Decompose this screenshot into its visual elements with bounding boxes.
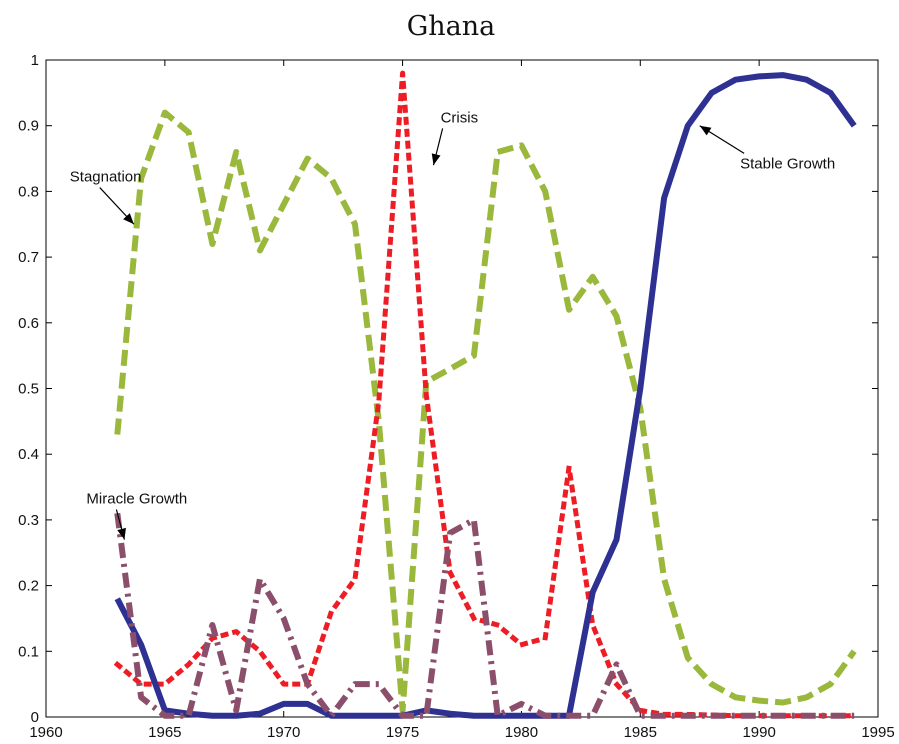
annotation-arrowhead (699, 125, 712, 136)
series-line-stagnation (114, 109, 857, 714)
y-tick-label: 0.9 (18, 118, 39, 135)
y-tick-label: 0.4 (18, 446, 39, 463)
x-tick-label: 1990 (742, 724, 775, 741)
x-tick-label: 1970 (267, 724, 300, 741)
annotation-arrowhead (117, 527, 126, 540)
series-line-miracle-growth (114, 512, 855, 719)
series-group (113, 70, 857, 719)
chart-title: Ghana (407, 11, 496, 42)
x-tick-label: 1980 (505, 724, 538, 741)
annotation-arrowhead (123, 213, 134, 225)
y-tick-label: 0.6 (18, 315, 39, 332)
axis-ticks: 1960 1965 1970 1975 1980 1985 1990 1995 0 0.1 0.2 0… (18, 52, 895, 741)
y-tick-label: 1 (31, 52, 39, 69)
x-tick-label: 1995 (861, 724, 894, 741)
y-tick-label: 0.5 (18, 381, 39, 398)
annotation-arrowhead (431, 153, 441, 166)
x-tick-label: 1985 (624, 724, 657, 741)
y-tick-label: 0.8 (18, 183, 39, 200)
series-line-stable-growth (114, 72, 857, 719)
x-tick-label: 1960 (29, 724, 62, 741)
annotations-group: Stagnation Crisis Stable Growth Miracle Gro… (70, 109, 835, 540)
y-tick-label: 0 (31, 709, 39, 726)
y-tick-label: 0.2 (18, 578, 39, 595)
y-tick-label: 0.3 (18, 512, 39, 529)
y-tick-label: 0.7 (18, 249, 39, 266)
y-tick-label: 0.1 (18, 643, 39, 660)
annotation-label: Crisis (441, 109, 479, 126)
annotation-label: Miracle Growth (86, 490, 187, 507)
x-tick-label: 1965 (148, 724, 181, 741)
annotation-label: Stable Growth (740, 155, 835, 172)
annotation-label: Stagnation (70, 169, 142, 186)
x-tick-label: 1975 (386, 724, 419, 741)
